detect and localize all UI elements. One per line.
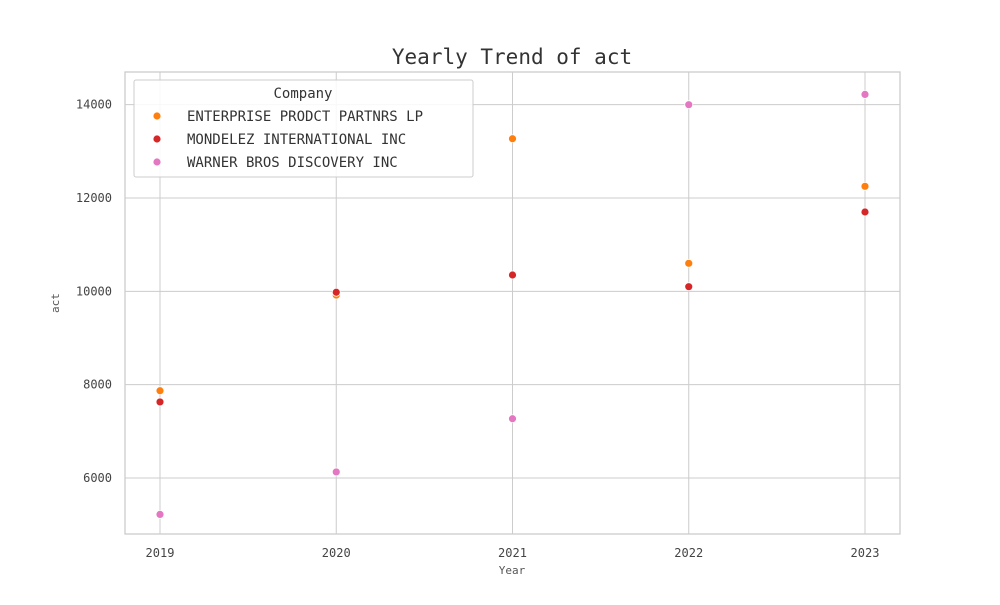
x-tick-label: 2022 — [674, 546, 703, 560]
data-point-series-2 — [155, 397, 165, 407]
legend-box — [133, 79, 474, 178]
legend-marker — [152, 157, 162, 167]
legend-label: MONDELEZ INTERNATIONAL INC — [187, 132, 406, 148]
chart-title: Yearly Trend of act — [392, 45, 632, 69]
data-point-series-1 — [684, 258, 694, 268]
plot-area-frame — [124, 71, 901, 535]
legend-marker — [152, 111, 162, 121]
y-tick-label: 8000 — [83, 378, 112, 392]
y-axis-label: act — [49, 293, 62, 313]
x-tick-label: 2020 — [322, 546, 351, 560]
x-tick-label: 2021 — [498, 546, 527, 560]
data-point-series-3 — [684, 100, 694, 110]
x-axis-label: Year — [499, 564, 526, 577]
data-point-series-2 — [860, 207, 870, 217]
y-tick-label: 6000 — [83, 471, 112, 485]
legend-entries: ENTERPRISE PRODCT PARTNRS LP MONDELEZ INT… — [152, 109, 423, 171]
legend-marker — [152, 134, 162, 144]
y-tick-label: 14000 — [76, 98, 112, 112]
axis-ticks: 2019 2020 2021 2022 2023 6000 8000 10000 12000 14… — [76, 98, 880, 560]
y-tick-label: 10000 — [76, 284, 112, 298]
data-point-series-1 — [860, 181, 870, 191]
legend-title: Company — [273, 86, 332, 102]
data-point-series-3 — [155, 510, 165, 519]
data-point-series-3 — [331, 467, 341, 477]
data-point-series-1 — [508, 134, 517, 144]
legend-label: WARNER BROS DISCOVERY INC — [187, 155, 398, 171]
data-point-series-2 — [508, 270, 517, 280]
data-point-series-3 — [860, 90, 870, 99]
legend: Company ENTERPRISE PRODCT PARTNRS LP MOND… — [133, 79, 474, 178]
y-tick-label: 12000 — [76, 191, 112, 205]
data-point-series-3 — [508, 414, 517, 424]
data-point-series-1 — [155, 386, 165, 396]
legend-label: ENTERPRISE PRODCT PARTNRS LP — [187, 109, 423, 125]
data-points — [155, 90, 870, 519]
x-tick-label: 2019 — [146, 546, 175, 560]
data-point-series-2 — [331, 287, 341, 297]
x-tick-label: 2023 — [851, 546, 880, 560]
data-point-series-2 — [684, 282, 694, 292]
